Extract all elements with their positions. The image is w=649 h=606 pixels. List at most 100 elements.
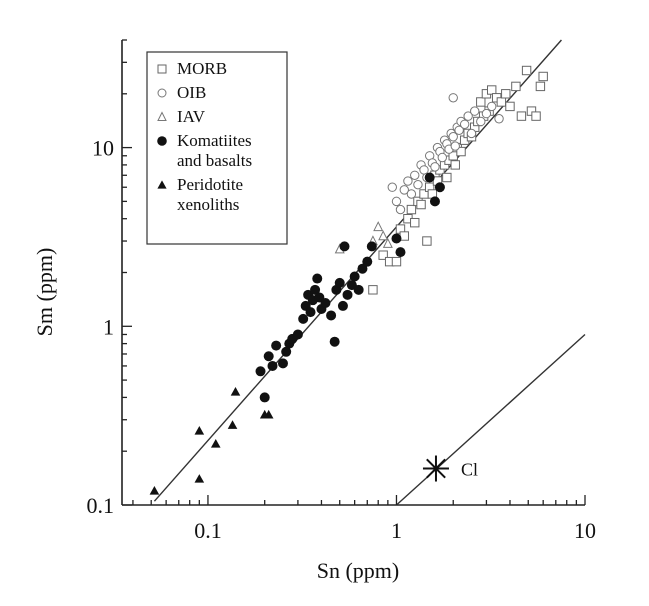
peridotite-xenoliths-point xyxy=(227,420,238,429)
morb-point xyxy=(410,217,420,228)
legend-box xyxy=(146,51,288,245)
x-tick-label: 10 xyxy=(574,518,596,543)
komatiites-and-basalts-point xyxy=(366,241,377,252)
morb-point xyxy=(406,204,417,215)
komatiites-and-basalts-point xyxy=(310,284,321,295)
morb-point xyxy=(487,85,497,95)
y-tick-label: 1 xyxy=(103,314,114,339)
morb-point xyxy=(456,146,466,157)
legend-marker-oib xyxy=(157,88,167,98)
annotation-label: Cl xyxy=(461,460,478,480)
komatiites-and-basalts-point xyxy=(329,336,340,347)
komatiites-and-basalts-point xyxy=(342,289,353,300)
peridotite-xenoliths-point xyxy=(210,439,221,448)
oib-point xyxy=(481,108,492,119)
komatiites-and-basalts-point xyxy=(395,247,406,258)
axis-ticks: 0.1 1 10 0.1 1 10 xyxy=(87,39,596,543)
peridotite-xenoliths-point xyxy=(230,386,241,396)
komatiites-and-basalts-point xyxy=(353,284,364,295)
peridotite-xenoliths-point xyxy=(259,409,270,419)
asterisk-stroke xyxy=(426,458,446,479)
morb-point xyxy=(416,199,426,210)
oib-point xyxy=(448,132,458,142)
annotations: Cl xyxy=(422,455,478,482)
komatiites-and-basalts-point xyxy=(357,263,368,274)
legend-marker-morb xyxy=(157,64,167,74)
oib-point xyxy=(437,152,447,163)
y-axis-label: Sm (ppm) xyxy=(32,248,57,337)
y-tick-label: 0.1 xyxy=(87,493,115,518)
oib-point xyxy=(410,170,420,180)
morb-point xyxy=(378,250,388,260)
morb-point xyxy=(505,101,515,112)
x-tick-label: 0.1 xyxy=(194,518,222,543)
oib-point xyxy=(466,128,477,139)
komatiites-and-basalts-point xyxy=(271,340,282,351)
morb-point xyxy=(521,65,532,76)
data-points xyxy=(149,65,548,495)
legend-label-morb: MORB xyxy=(177,59,227,78)
oib-point xyxy=(387,182,397,192)
morb-point xyxy=(476,97,486,107)
morb-point xyxy=(511,81,521,92)
oib-point xyxy=(403,176,413,186)
komatiites-and-basalts-point xyxy=(259,392,270,403)
komatiites-and-basalts-point xyxy=(263,351,274,362)
morb-point xyxy=(442,172,452,183)
legend-label-iav: IAV xyxy=(177,107,206,126)
komatiites-and-basalts-point xyxy=(429,196,440,207)
oib-point xyxy=(399,185,409,195)
morb-point xyxy=(535,81,546,92)
iav-point xyxy=(373,221,384,232)
oib-point xyxy=(406,189,417,199)
komatiites-and-basalts-point xyxy=(312,273,323,284)
komatiites-and-basalts-point xyxy=(339,241,350,252)
komatiites-and-basalts-point xyxy=(277,358,288,369)
x-axis-label: Sn (ppm) xyxy=(317,558,400,583)
komatiites-and-basalts-point xyxy=(305,307,316,318)
y-tick-label: 10 xyxy=(92,136,114,161)
komatiites-and-basalts-point xyxy=(424,172,435,183)
peridotite-xenoliths-point xyxy=(194,474,205,483)
komatiites-and-basalts-point xyxy=(326,310,337,321)
komatiites-and-basalts-point xyxy=(281,346,292,357)
komatiites-and-basalts-point xyxy=(334,277,345,288)
x-tick-label: 1 xyxy=(391,518,402,543)
chondrite-asterisk-icon xyxy=(422,455,449,482)
morb-point xyxy=(368,285,378,295)
morb-point xyxy=(422,236,432,246)
komatiites-and-basalts-point xyxy=(320,298,331,309)
legend-label-komatiites: Komatiites xyxy=(177,131,252,150)
komatiites-and-basalts-point xyxy=(267,360,278,371)
legend-label-peridotite: Peridotite xyxy=(177,175,243,194)
oib-point xyxy=(448,93,458,103)
legend-marker-komatiites xyxy=(157,136,167,146)
morb-point xyxy=(516,111,527,121)
oib-point xyxy=(430,162,440,172)
oib-point xyxy=(459,119,470,129)
legend-label-peridotite: xenoliths xyxy=(177,195,239,214)
legend-marker-peridotite xyxy=(157,180,167,189)
komatiites-and-basalts-point xyxy=(434,182,445,193)
oib-point xyxy=(413,179,423,190)
legend-label-komatiites: and basalts xyxy=(177,151,252,170)
oib-point xyxy=(476,116,486,127)
oib-point xyxy=(463,111,473,121)
oib-point xyxy=(391,196,402,207)
morb-point xyxy=(450,160,460,170)
morb-point xyxy=(496,97,507,107)
iav-point xyxy=(382,237,393,248)
peridotite-xenoliths-point xyxy=(149,486,160,495)
oib-point xyxy=(470,106,480,116)
morb-point xyxy=(531,111,541,121)
komatiites-and-basalts-point xyxy=(349,271,360,282)
oib-point xyxy=(395,204,406,215)
komatiites-and-basalts-point xyxy=(292,329,303,340)
oib-point xyxy=(454,125,464,135)
morb-point xyxy=(391,256,402,267)
chondrite-ratio-line xyxy=(396,333,586,506)
oib-point xyxy=(450,141,460,151)
peridotite-xenoliths-point xyxy=(194,426,205,435)
